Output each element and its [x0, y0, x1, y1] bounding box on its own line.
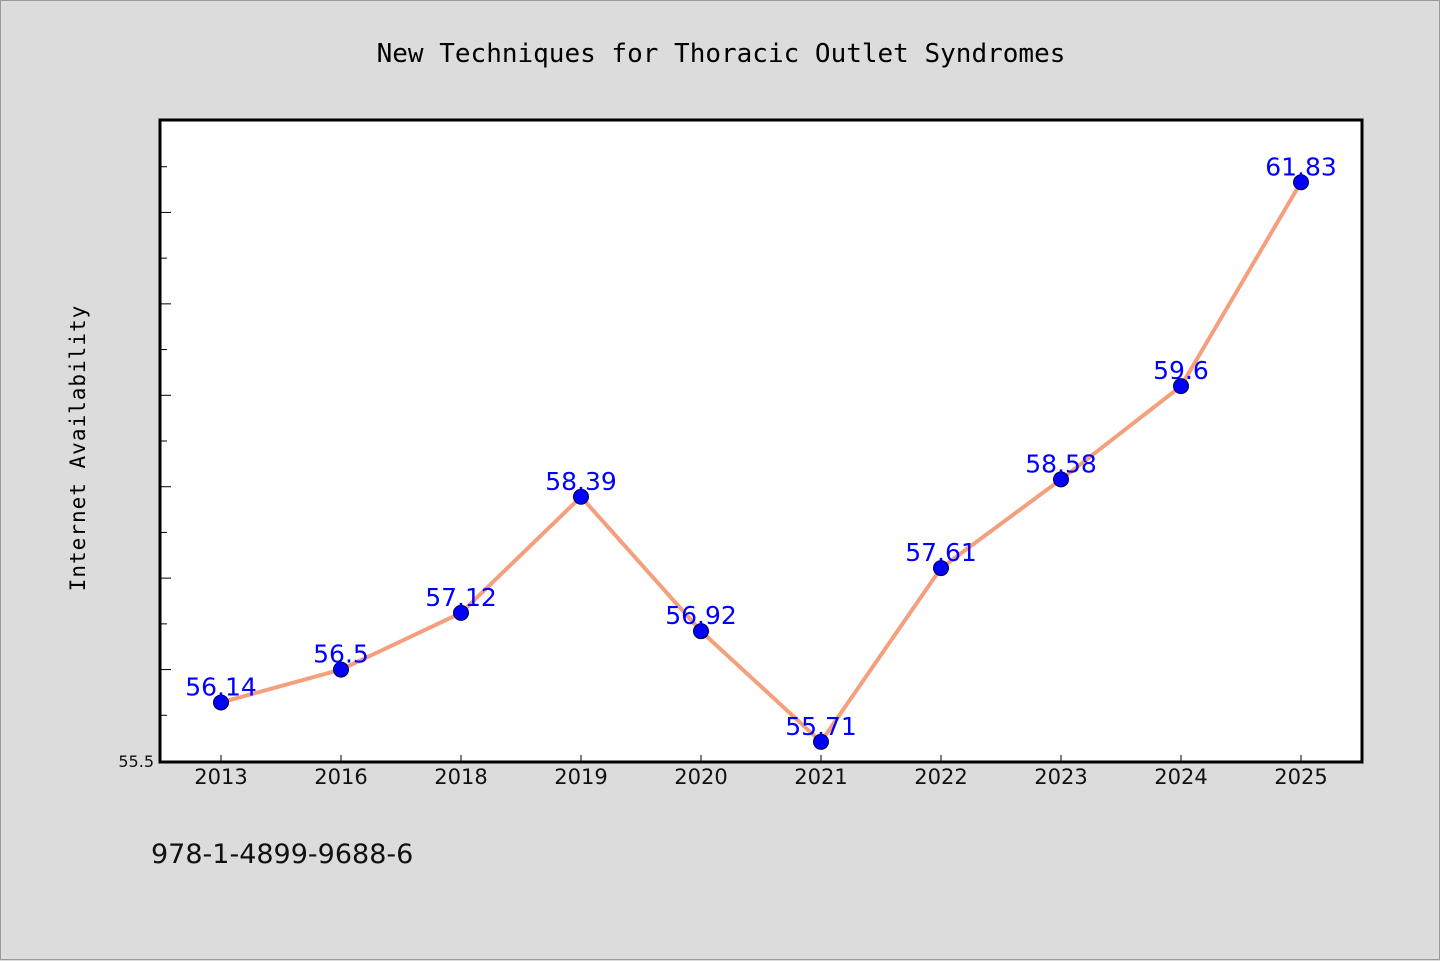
data-label: 57.12	[425, 583, 497, 612]
x-tick-label: 2025	[1274, 765, 1327, 789]
series-line	[220, 181, 1303, 744]
data-point	[813, 733, 829, 750]
data-point	[933, 560, 949, 577]
footer-isbn: 978-1-4899-9688-6	[151, 839, 413, 870]
x-tick-label: 2016	[314, 765, 367, 789]
x-tick-label: 2023	[1034, 765, 1087, 789]
y-minor-ticks	[161, 120, 171, 762]
y-axis-label: Internet Availability	[66, 305, 90, 592]
data-point	[453, 604, 469, 621]
data-labels: 56.14 56.5 57.12 58.39 56.92 55.71 57.61 58.58 5…	[185, 152, 1337, 741]
x-tick-label: 2021	[794, 765, 847, 789]
data-label: 56.14	[185, 672, 257, 701]
data-point	[333, 661, 349, 678]
data-markers	[213, 174, 1309, 750]
data-label: 61.83	[1265, 152, 1337, 181]
data-point	[213, 694, 229, 711]
data-label: 57.61	[905, 538, 977, 567]
x-tick-label: 2022	[914, 765, 967, 789]
data-point	[1053, 471, 1069, 488]
data-label: 56.5	[313, 640, 369, 669]
data-label: 59.6	[1153, 356, 1209, 385]
data-label: 55.71	[785, 712, 857, 741]
x-tick-label: 2020	[674, 765, 727, 789]
chart-title: New Techniques for Thoracic Outlet Syndr…	[377, 39, 1066, 69]
data-point	[693, 623, 709, 640]
data-label: 58.39	[545, 467, 617, 496]
data-point	[1293, 174, 1309, 191]
x-tick-label: 2019	[554, 765, 607, 789]
y-tick-label: 55.5	[118, 752, 154, 771]
data-point	[573, 488, 589, 505]
x-tick-label: 2018	[434, 765, 487, 789]
data-point	[1173, 378, 1189, 395]
x-tick-label: 2013	[194, 765, 247, 789]
plot-area	[158, 118, 1364, 764]
x-tick-label: 2024	[1154, 765, 1207, 789]
data-label: 58.58	[1025, 449, 1097, 478]
data-label: 56.92	[665, 601, 737, 630]
x-axis-ticks: 2013 2016 2018 2019 2020 2021 2022 2023 2024 2025	[194, 755, 1328, 789]
